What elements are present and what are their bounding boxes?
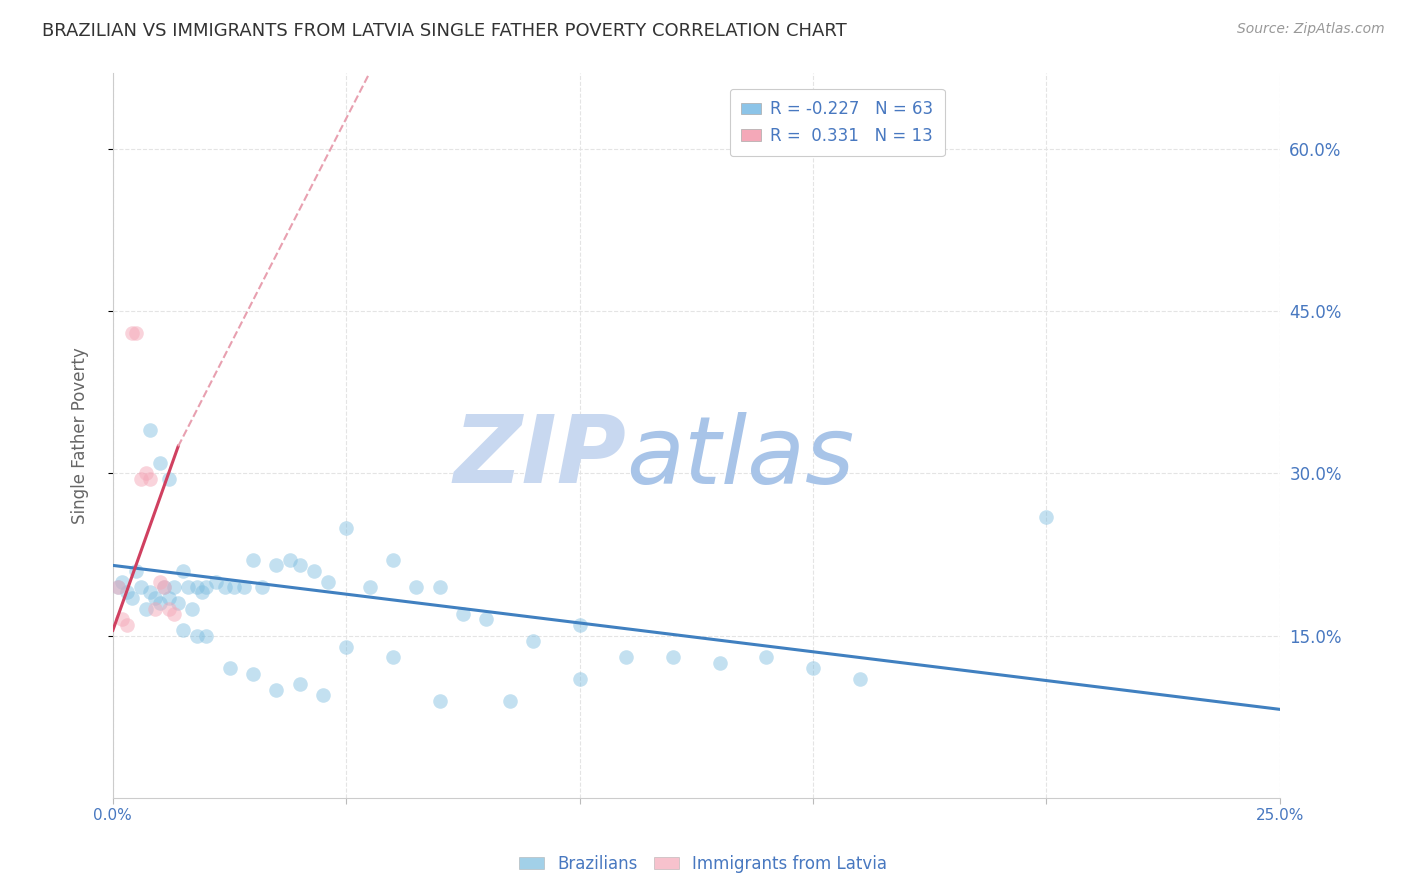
Point bbox=[129, 580, 152, 594]
Point bbox=[288, 677, 311, 691]
Point bbox=[451, 607, 474, 621]
Point bbox=[568, 618, 591, 632]
Point bbox=[125, 564, 148, 578]
Point bbox=[172, 624, 194, 638]
Point bbox=[288, 558, 311, 573]
Point bbox=[278, 553, 301, 567]
Point bbox=[1035, 509, 1057, 524]
Point bbox=[157, 472, 180, 486]
Point bbox=[204, 574, 226, 589]
Point bbox=[195, 629, 218, 643]
Point bbox=[312, 688, 335, 702]
Point bbox=[568, 672, 591, 686]
Point bbox=[218, 661, 240, 675]
Point bbox=[405, 580, 427, 594]
Legend: R = -0.227   N = 63, R =  0.331   N = 13: R = -0.227 N = 63, R = 0.331 N = 13 bbox=[730, 88, 945, 156]
Point bbox=[162, 607, 184, 621]
Point bbox=[139, 423, 162, 437]
Point bbox=[250, 580, 273, 594]
Point bbox=[172, 564, 194, 578]
Point bbox=[335, 640, 357, 654]
Point bbox=[335, 520, 357, 534]
Point bbox=[115, 585, 138, 599]
Point bbox=[134, 467, 156, 481]
Point bbox=[195, 580, 218, 594]
Point bbox=[111, 574, 134, 589]
Point bbox=[162, 580, 184, 594]
Point bbox=[148, 596, 170, 610]
Point bbox=[134, 601, 156, 615]
Point bbox=[107, 580, 129, 594]
Legend: Brazilians, Immigrants from Latvia: Brazilians, Immigrants from Latvia bbox=[512, 848, 894, 880]
Point bbox=[111, 613, 134, 627]
Point bbox=[429, 580, 451, 594]
Point bbox=[848, 672, 870, 686]
Point bbox=[143, 591, 166, 605]
Point bbox=[801, 661, 824, 675]
Point bbox=[148, 456, 170, 470]
Point bbox=[264, 558, 287, 573]
Point bbox=[614, 650, 637, 665]
Point bbox=[181, 601, 204, 615]
Point bbox=[143, 601, 166, 615]
Point bbox=[129, 472, 152, 486]
Point bbox=[232, 580, 254, 594]
Point bbox=[190, 585, 212, 599]
Point bbox=[242, 553, 264, 567]
Point bbox=[186, 629, 208, 643]
Point bbox=[139, 585, 162, 599]
Point bbox=[176, 580, 198, 594]
Point bbox=[167, 596, 190, 610]
Point bbox=[264, 682, 287, 697]
Point bbox=[153, 580, 176, 594]
Text: BRAZILIAN VS IMMIGRANTS FROM LATVIA SINGLE FATHER POVERTY CORRELATION CHART: BRAZILIAN VS IMMIGRANTS FROM LATVIA SING… bbox=[42, 22, 846, 40]
Point bbox=[662, 650, 685, 665]
Point bbox=[475, 613, 498, 627]
Point bbox=[316, 574, 339, 589]
Point bbox=[214, 580, 236, 594]
Point bbox=[381, 553, 404, 567]
Point bbox=[302, 564, 325, 578]
Point bbox=[498, 693, 520, 707]
Point bbox=[115, 618, 138, 632]
Text: ZIP: ZIP bbox=[453, 411, 626, 503]
Point bbox=[157, 601, 180, 615]
Point bbox=[381, 650, 404, 665]
Point bbox=[139, 472, 162, 486]
Point bbox=[157, 591, 180, 605]
Point bbox=[709, 656, 731, 670]
Y-axis label: Single Father Poverty: Single Father Poverty bbox=[72, 347, 89, 524]
Point bbox=[153, 580, 176, 594]
Point bbox=[755, 650, 778, 665]
Point bbox=[429, 693, 451, 707]
Point bbox=[121, 326, 143, 340]
Point bbox=[522, 634, 544, 648]
Point bbox=[121, 591, 143, 605]
Point bbox=[224, 580, 246, 594]
Text: atlas: atlas bbox=[626, 412, 855, 503]
Text: Source: ZipAtlas.com: Source: ZipAtlas.com bbox=[1237, 22, 1385, 37]
Point bbox=[359, 580, 381, 594]
Point bbox=[242, 666, 264, 681]
Point bbox=[186, 580, 208, 594]
Point bbox=[148, 574, 170, 589]
Point bbox=[125, 326, 148, 340]
Point bbox=[107, 580, 129, 594]
